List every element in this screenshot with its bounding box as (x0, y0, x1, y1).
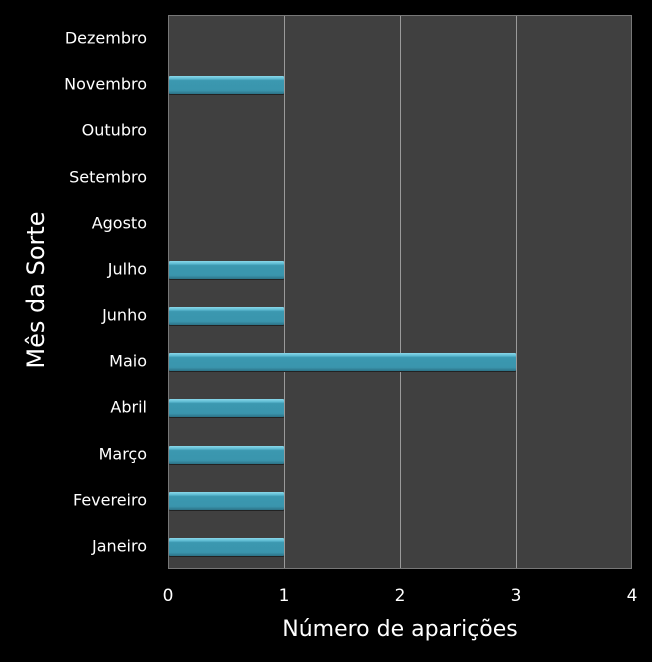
category-label: Maio (109, 351, 147, 371)
x-tick-label: 4 (626, 586, 638, 606)
x-tick-label: 2 (394, 586, 406, 606)
category-label: Dezembro (64, 28, 147, 48)
bar-julho (169, 260, 284, 279)
category-label: Julho (107, 259, 147, 279)
category-label: Novembro (64, 74, 147, 94)
bar-fevereiro (169, 491, 284, 510)
category-label: Setembro (69, 167, 147, 187)
bar-maio (169, 353, 516, 372)
x-tick-label: 0 (162, 586, 174, 606)
category-label: Junho (102, 305, 147, 325)
x-tick-label: 3 (510, 586, 522, 606)
category-label: Outubro (81, 120, 147, 140)
gridline (400, 16, 401, 568)
category-label: Agosto (91, 213, 147, 233)
bar-janeiro (169, 537, 284, 556)
x-tick-label: 1 (278, 586, 290, 606)
category-label: Fevereiro (72, 490, 147, 510)
bar-novembro (169, 76, 284, 95)
gridline (516, 16, 517, 568)
category-label: Janeiro (92, 536, 147, 556)
category-label: Abril (110, 397, 147, 417)
bar-março (169, 445, 284, 464)
bar-abril (169, 399, 284, 418)
plot-area (168, 15, 632, 569)
y-axis-label: Mês da Sorte (22, 211, 50, 369)
bar-junho (169, 307, 284, 326)
x-axis-label: Número de aparições (282, 617, 518, 642)
category-label: Março (98, 444, 147, 464)
gridline (284, 16, 285, 568)
